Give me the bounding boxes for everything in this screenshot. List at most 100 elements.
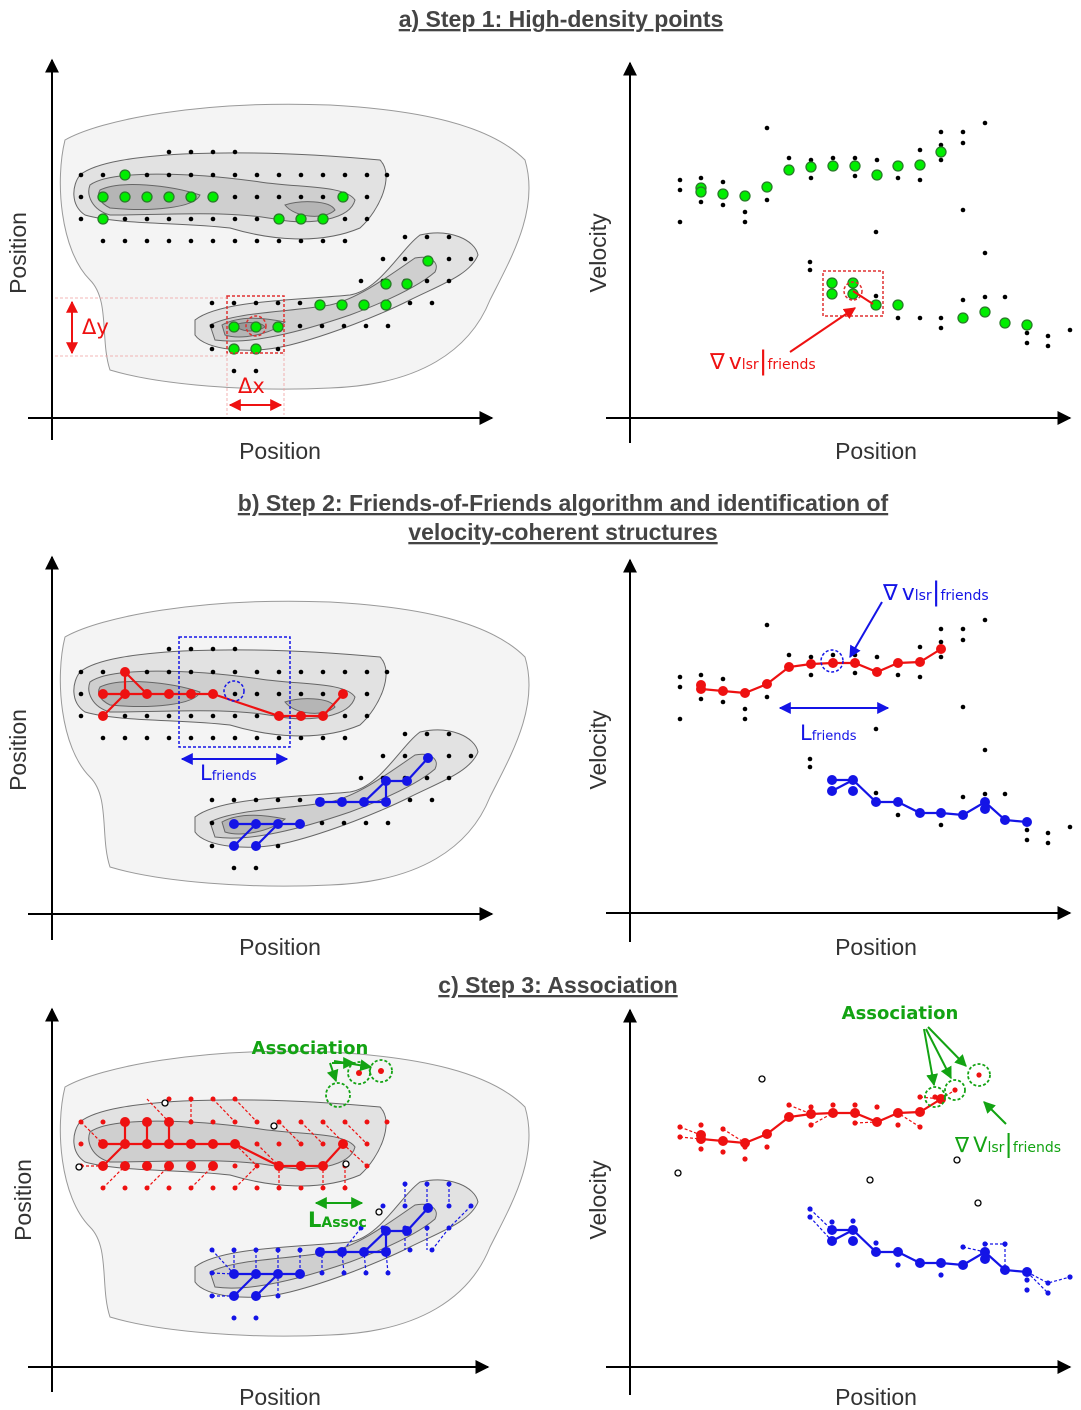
- grid-point: [297, 300, 303, 306]
- fof-velocity-member: [915, 1258, 925, 1268]
- high-density-pv-point: [849, 160, 861, 172]
- pv-point: [982, 747, 988, 753]
- grid-point: [209, 323, 215, 329]
- grid-point: [210, 149, 216, 155]
- high-density-pv-point: [761, 181, 773, 193]
- grid-point: [100, 172, 106, 178]
- pv-point: [917, 147, 923, 153]
- fof-velocity-member: [827, 775, 837, 785]
- pv-point: [786, 155, 792, 161]
- l-symbol: L: [308, 1208, 321, 1232]
- grid-point: [380, 753, 386, 759]
- fof-member: [230, 1139, 240, 1149]
- grid-point: [254, 194, 260, 200]
- fof-member: [120, 1117, 130, 1127]
- grid-point: [342, 216, 348, 222]
- association-link: [211, 1249, 235, 1275]
- associated-pv-point: [720, 1126, 726, 1132]
- associated-pv-point: [807, 1206, 813, 1212]
- fof-velocity-member: [893, 1247, 903, 1257]
- associated-pv-point: [829, 1219, 835, 1225]
- associated-pv-point: [830, 1102, 836, 1108]
- fof-member: [402, 776, 412, 786]
- pv-point: [852, 652, 858, 658]
- pv-point: [873, 293, 879, 299]
- fof-velocity-member: [1000, 815, 1010, 825]
- high-density-pv-point: [892, 160, 904, 172]
- grid-point: [319, 820, 325, 826]
- fof-tree-blue: [229, 753, 433, 851]
- associated-point: [356, 1070, 362, 1076]
- grid-point: [298, 735, 304, 741]
- pv-points: [674, 1072, 1073, 1296]
- high-density-pv-point: [717, 188, 729, 200]
- high-density-pv-point: [957, 312, 969, 324]
- unassociated-point: [342, 1160, 350, 1168]
- associated-point: [166, 1185, 172, 1191]
- grid-point: [320, 238, 326, 244]
- grid-point: [209, 843, 215, 849]
- friends-subscript: friends: [1013, 1140, 1061, 1156]
- grid-point: [364, 669, 370, 675]
- associated-point: [166, 1096, 172, 1102]
- pv-point: [852, 670, 858, 676]
- fof-velocity-member: [915, 808, 925, 818]
- fof-member: [423, 753, 433, 763]
- pv-point: [960, 297, 966, 303]
- lsr-subscript: lsr: [915, 588, 932, 604]
- fof-member: [251, 1269, 261, 1279]
- pv-point: [852, 173, 858, 179]
- pv-point: [807, 756, 813, 762]
- fof-member: [295, 819, 305, 829]
- svg-text:Lfriends: Lfriends: [800, 721, 857, 745]
- fof-link: [233, 823, 257, 847]
- high-density-point: [314, 299, 326, 311]
- pv-point: [1067, 327, 1073, 333]
- grid-point: [342, 238, 348, 244]
- associated-pv-point: [895, 1122, 901, 1128]
- fof-member: [274, 711, 284, 721]
- pv-point: [960, 129, 966, 135]
- fof-link: [233, 1273, 257, 1297]
- fof-velocity-member: [848, 786, 858, 796]
- high-density-pv-point: [695, 186, 707, 198]
- bar-symbol: |: [1004, 1129, 1012, 1158]
- grid-point: [298, 238, 304, 244]
- fof-velocity-member: [980, 1254, 990, 1264]
- association-arrow: [927, 1026, 967, 1067]
- associated-point: [378, 1068, 384, 1074]
- fof-member: [208, 1161, 218, 1171]
- grid-point: [188, 735, 194, 741]
- pv-point: [960, 794, 966, 800]
- x-axis-label: Position: [239, 1384, 321, 1410]
- grid-point: [254, 691, 260, 697]
- associated-point: [407, 1247, 413, 1253]
- pv-point: [982, 120, 988, 126]
- grid-point: [166, 646, 172, 652]
- pv-point: [698, 199, 704, 205]
- lsr-subscript: lsr: [987, 1140, 1004, 1156]
- gradient-label: ∇ vlsr|friends: [709, 346, 816, 376]
- y-axis-label: Velocity: [585, 1160, 611, 1240]
- associated-pv-point: [982, 1241, 988, 1247]
- associated-pv-point: [807, 1214, 813, 1220]
- association-link: [300, 1121, 324, 1145]
- title-step2-line2: velocity-coherent structures: [408, 519, 717, 545]
- pv-point: [807, 764, 813, 770]
- x-axis-label: Position: [835, 934, 917, 960]
- fof-velocity-member: [958, 810, 968, 820]
- fof-member: [98, 1139, 108, 1149]
- y-axis-label: Velocity: [585, 213, 611, 293]
- grid-point: [210, 735, 216, 741]
- associated-pv-point: [720, 1149, 726, 1155]
- grid-point: [166, 735, 172, 741]
- friends-subscript: friends: [812, 729, 857, 744]
- grid-point: [319, 323, 325, 329]
- grid-point: [320, 172, 326, 178]
- pv-point: [873, 726, 879, 732]
- fof-velocity-member: [762, 679, 772, 689]
- panel-b-right: Position Velocity ∇ vlsr|friends Lfriends: [585, 558, 1073, 960]
- friend-search-center: [223, 680, 245, 702]
- grid-point: [188, 713, 194, 719]
- pv-point: [917, 644, 923, 650]
